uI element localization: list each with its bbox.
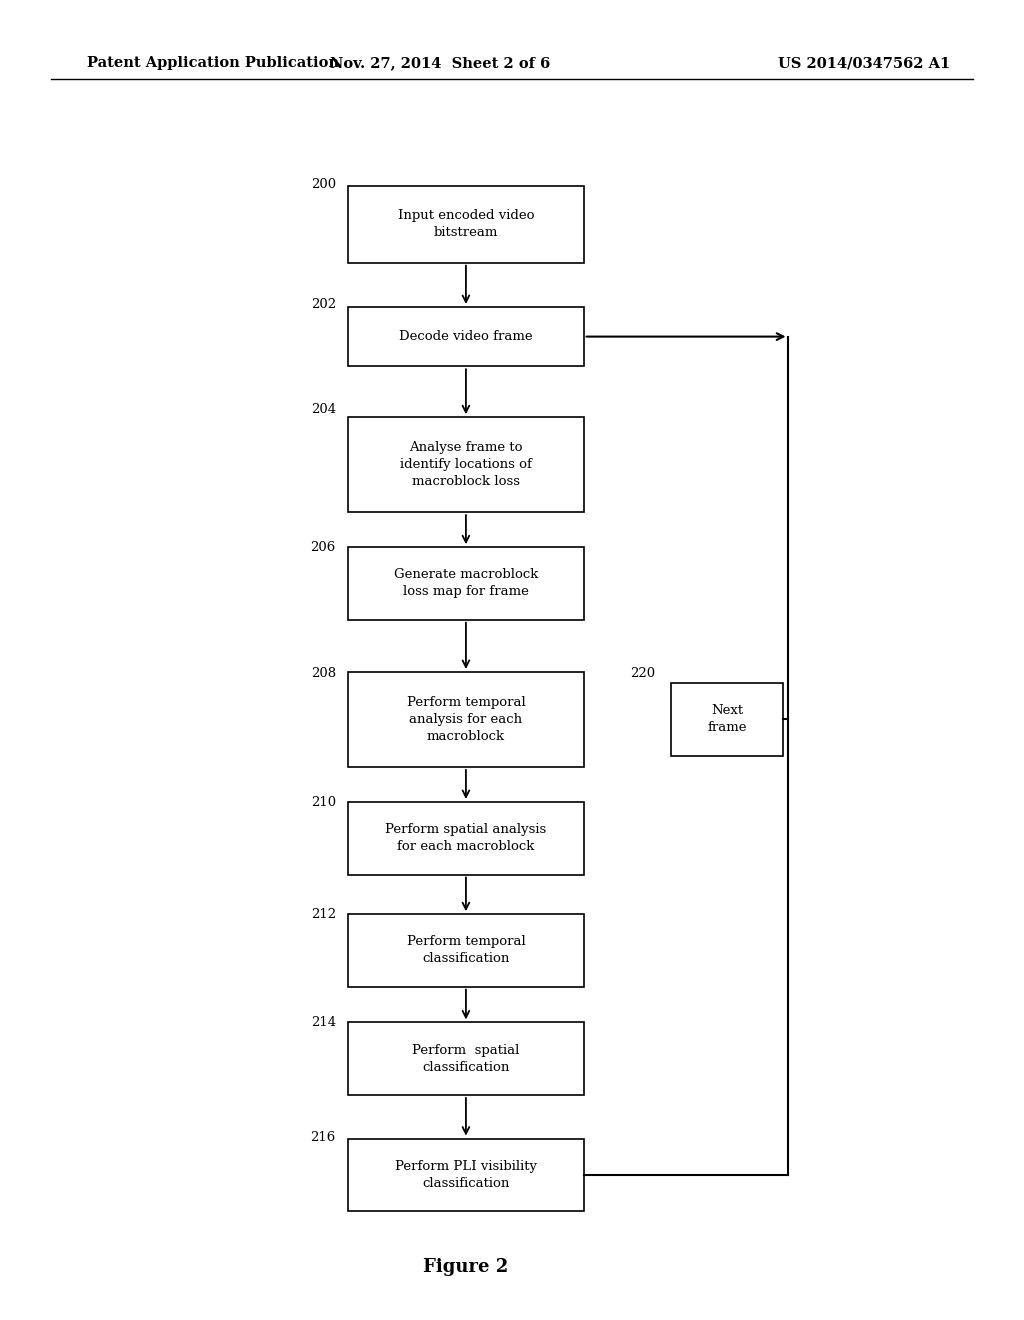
FancyBboxPatch shape — [671, 684, 783, 755]
Text: 212: 212 — [310, 908, 336, 921]
Text: Input encoded video
bitstream: Input encoded video bitstream — [397, 210, 535, 239]
Text: Perform temporal
classification: Perform temporal classification — [407, 936, 525, 965]
FancyBboxPatch shape — [348, 306, 584, 366]
Text: Perform spatial analysis
for each macroblock: Perform spatial analysis for each macrob… — [385, 824, 547, 853]
Text: 206: 206 — [310, 541, 336, 554]
Text: Generate macroblock
loss map for frame: Generate macroblock loss map for frame — [394, 569, 538, 598]
Text: Next
frame: Next frame — [708, 705, 746, 734]
Text: US 2014/0347562 A1: US 2014/0347562 A1 — [778, 57, 950, 70]
Text: Decode video frame: Decode video frame — [399, 330, 532, 343]
FancyBboxPatch shape — [348, 672, 584, 767]
Text: 214: 214 — [310, 1016, 336, 1030]
Text: Figure 2: Figure 2 — [423, 1258, 509, 1276]
Text: 202: 202 — [310, 298, 336, 312]
Text: 208: 208 — [310, 667, 336, 680]
FancyBboxPatch shape — [348, 1022, 584, 1096]
Text: 210: 210 — [310, 796, 336, 809]
Text: 204: 204 — [310, 403, 336, 416]
Text: Perform  spatial
classification: Perform spatial classification — [413, 1044, 519, 1073]
FancyBboxPatch shape — [348, 546, 584, 619]
Text: Perform PLI visibility
classification: Perform PLI visibility classification — [395, 1160, 537, 1189]
FancyBboxPatch shape — [348, 417, 584, 512]
FancyBboxPatch shape — [348, 1138, 584, 1212]
Text: 220: 220 — [630, 667, 655, 680]
Text: Perform temporal
analysis for each
macroblock: Perform temporal analysis for each macro… — [407, 696, 525, 743]
Text: Patent Application Publication: Patent Application Publication — [87, 57, 339, 70]
Text: 216: 216 — [310, 1131, 336, 1144]
Text: 200: 200 — [310, 178, 336, 191]
Text: Analyse frame to
identify locations of
macroblock loss: Analyse frame to identify locations of m… — [400, 441, 531, 488]
Text: Nov. 27, 2014  Sheet 2 of 6: Nov. 27, 2014 Sheet 2 of 6 — [330, 57, 551, 70]
FancyBboxPatch shape — [348, 803, 584, 875]
FancyBboxPatch shape — [348, 186, 584, 263]
FancyBboxPatch shape — [348, 913, 584, 987]
